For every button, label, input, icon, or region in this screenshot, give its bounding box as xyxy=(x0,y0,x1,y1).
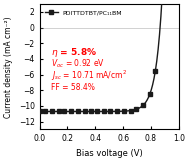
Legend: PDITTDTBT/PC₁₁BM: PDITTDTBT/PC₁₁BM xyxy=(43,7,125,18)
X-axis label: Bias voltage (V): Bias voltage (V) xyxy=(76,149,143,158)
Text: $V_{oc}$ = 0.92 eV: $V_{oc}$ = 0.92 eV xyxy=(51,58,105,70)
Text: FF = 58.4%: FF = 58.4% xyxy=(51,83,95,92)
Text: $\eta$ = 5.8%: $\eta$ = 5.8% xyxy=(51,46,97,59)
Y-axis label: Current density (mA cm⁻²): Current density (mA cm⁻²) xyxy=(4,16,13,118)
Text: $J_{sc}$ = 10.71 mA/cm$^2$: $J_{sc}$ = 10.71 mA/cm$^2$ xyxy=(51,68,127,82)
